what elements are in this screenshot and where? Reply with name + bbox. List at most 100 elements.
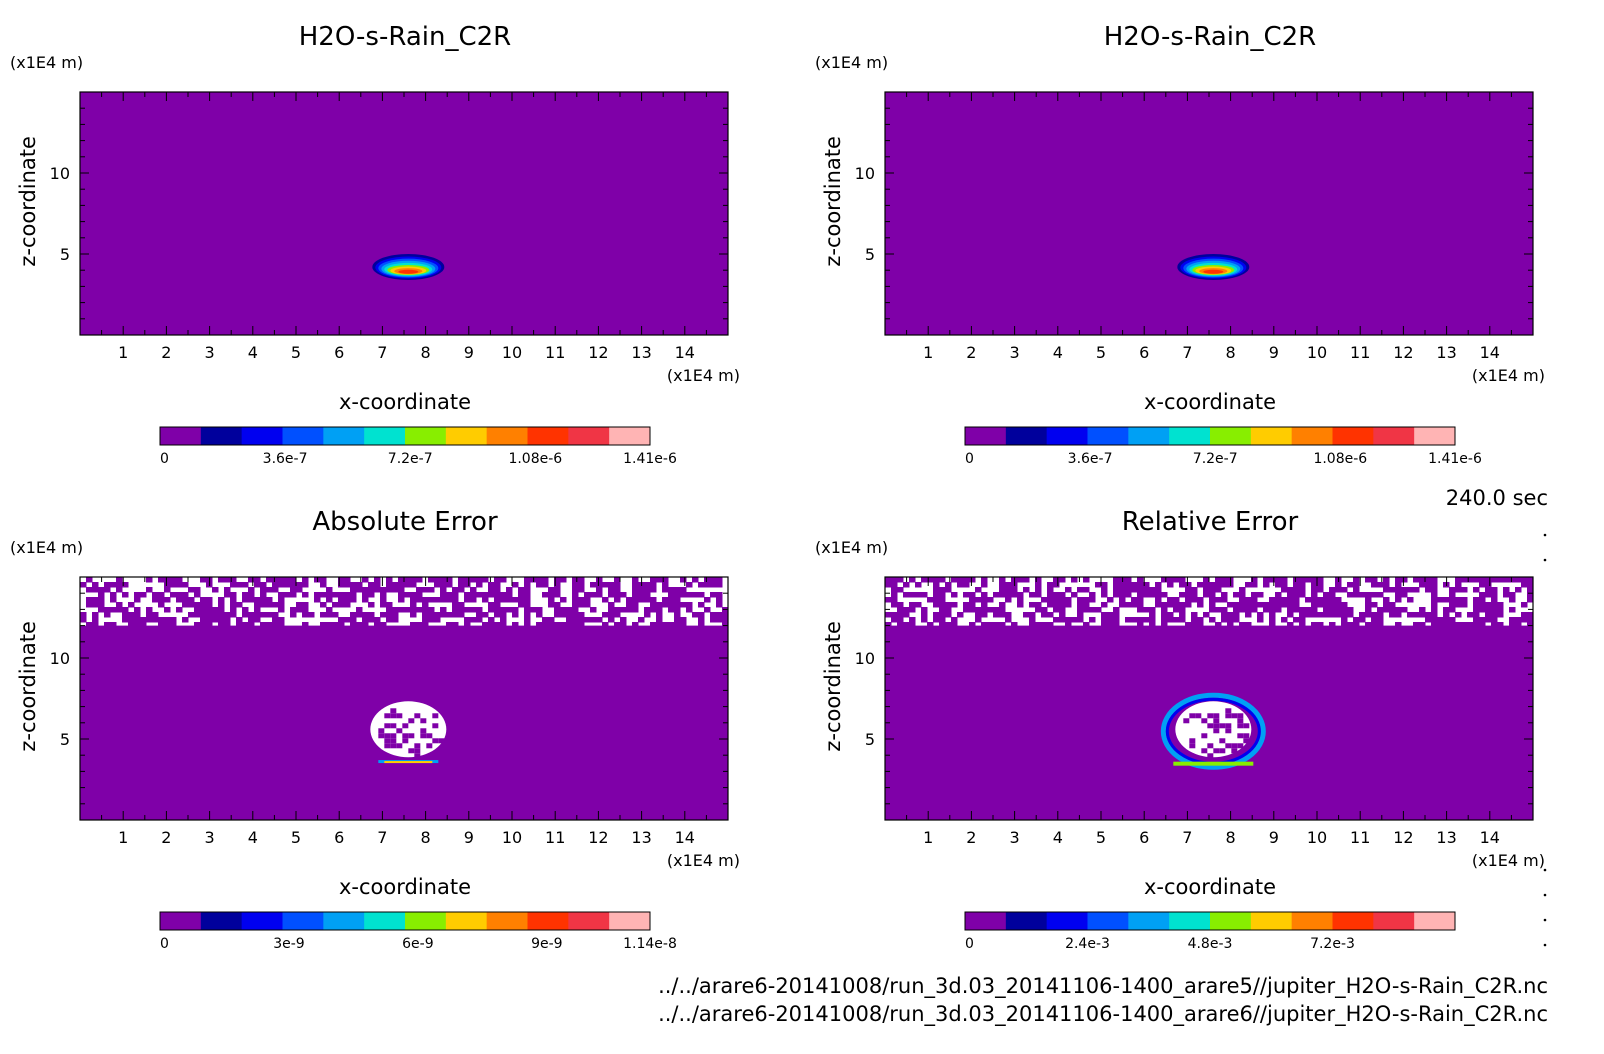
noise-cell [344,582,351,588]
patch-cell [414,753,421,759]
colorbar-frame [159,911,651,931]
noise-cell [891,617,898,623]
noise-cell [356,612,363,618]
colorbar-swatch [1210,912,1252,930]
noise-cell [1473,622,1480,628]
noise-cell [1149,612,1156,618]
noise-cell [1527,597,1534,603]
noise-cell [1227,622,1234,628]
noise-cell [1491,617,1498,623]
x-tick-label: 4 [1053,828,1063,847]
noise-cell [488,622,495,628]
patch-cell [1219,748,1226,754]
noise-cell [572,597,579,603]
noise-cell [458,602,465,608]
noise-cell [122,607,129,613]
x-tick-label: 4 [248,828,258,847]
noise-cell [572,612,579,618]
colorbar-swatch [323,427,365,445]
noise-cell [1323,592,1330,598]
noise-cell [1347,582,1354,588]
noise-band [80,577,729,628]
x-tick-label: 11 [545,343,565,362]
noise-cell [254,597,261,603]
noise-cell [170,617,177,623]
noise-cell [470,577,477,583]
noise-cell [254,582,261,588]
noise-cell [1317,587,1324,593]
patch-cell [1195,713,1202,719]
noise-cell [440,582,447,588]
noise-cell [314,592,321,598]
noise-cell [1047,622,1054,628]
noise-cell [224,577,231,583]
noise-cell [1515,577,1522,583]
noise-cell [1329,602,1336,608]
noise-cell [1395,607,1402,613]
noise-cell [602,612,609,618]
noise-cell [933,597,940,603]
noise-cell [1443,597,1450,603]
noise-cell [272,582,279,588]
noise-cell [140,592,147,598]
noise-cell [1047,597,1054,603]
noise-cell [302,607,309,613]
noise-cell [1485,587,1492,593]
noise-cell [957,577,964,583]
noise-cell [338,577,345,583]
noise-cell [1269,602,1276,608]
noise-cell [686,607,693,613]
noise-cell [296,607,303,613]
noise-cell [1341,602,1348,608]
noise-cell [939,592,946,598]
noise-cell [1281,582,1288,588]
noise-cell [1311,592,1318,598]
x-tick-label: 2 [966,343,976,362]
noise-cell [158,602,165,608]
noise-cell [710,582,717,588]
noise-cell [915,592,922,598]
noise-cell [248,612,255,618]
noise-cell [1401,607,1408,613]
x-tick-label: 2 [161,343,171,362]
x-tick-label: 13 [1436,343,1456,362]
noise-cell [1065,597,1072,603]
noise-cell [1431,602,1438,608]
noise-cell [578,617,585,623]
noise-cell [182,597,189,603]
colorbar-label: 7.2e-3 [1310,936,1355,952]
noise-cell [476,582,483,588]
noise-cell [1485,582,1492,588]
noise-cell [1089,607,1096,613]
noise-cell [278,592,285,598]
x-tick-label: 6 [334,343,344,362]
noise-cell [1119,587,1126,593]
noise-cell [1353,622,1360,628]
noise-cell [716,592,723,598]
noise-cell [963,592,970,598]
noise-cell [1293,602,1300,608]
noise-cell [494,612,501,618]
noise-cell [975,607,982,613]
noise-cell [722,622,729,628]
noise-cell [1311,577,1318,583]
noise-cell [92,617,99,623]
noise-cell [446,592,453,598]
noise-cell [668,587,675,593]
noise-cell [98,597,105,603]
colorbar-swatch [200,912,243,930]
noise-cell [638,617,645,623]
noise-cell [548,622,555,628]
noise-cell [218,577,225,583]
noise-cell [891,592,898,598]
x-tick-label: 6 [1139,343,1149,362]
patch-cell [1207,753,1214,759]
noise-cell [1173,602,1180,608]
noise-cell [308,612,315,618]
patch-cell [1201,733,1208,739]
x-tick-label: 9 [1269,343,1279,362]
noise-cell [1215,597,1222,603]
noise-cell [1365,622,1372,628]
noise-cell [909,607,916,613]
noise-cell [1101,587,1108,593]
